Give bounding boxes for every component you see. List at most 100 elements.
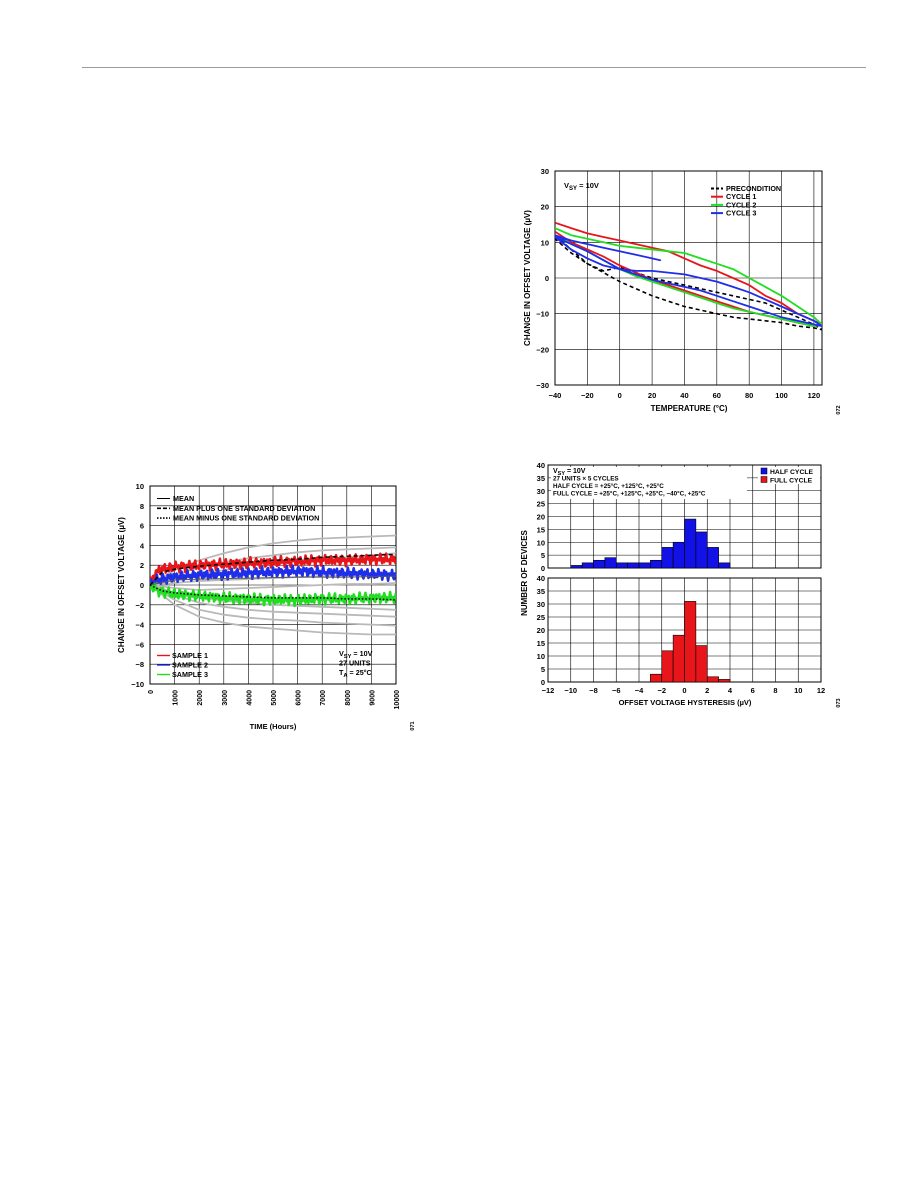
long-term-drift-chart: 0 1000 2000 3000 4000 5000 6000 7000 8000 9000 100… [117, 482, 416, 731]
drift-annotation: TA = 25°C [339, 668, 372, 679]
hist-bar-full-cycle [650, 673, 663, 683]
hist-bar-half-cycle [570, 565, 583, 569]
hist-x-tick-label: 10 [794, 686, 802, 695]
temp-y-axis-label: CHANGE IN OFFSET VOLTAGE (µV) [523, 210, 532, 346]
temp-x-tick-label: 0 [618, 391, 622, 400]
drift-x-tick-label: 2000 [197, 690, 204, 706]
drift-series-line-mean [150, 575, 396, 586]
drift-legend-label: MEAN MINUS ONE STANDARD DEVIATION [173, 514, 319, 523]
drift-legend-label: SAMPLE 3 [172, 670, 208, 679]
temp-figure-id: 072 [836, 405, 842, 414]
drift-y-axis-label: CHANGE IN OFFSET VOLTAGE (µV) [117, 517, 126, 653]
drift-y-tick-label: −10 [131, 680, 144, 689]
hist-annotation: 27 UNITS × 5 CYCLES [553, 476, 619, 483]
hist-y-tick-label: 25 [537, 500, 545, 509]
hist-x-tick-label: 2 [705, 686, 709, 695]
hist-x-tick-label: −4 [635, 686, 644, 695]
hist-x-tick-label: 6 [751, 686, 755, 695]
hist-y-tick-label: 5 [541, 665, 545, 674]
temp-x-tick-label: −20 [581, 391, 594, 400]
hist-x-tick-label: −8 [589, 686, 598, 695]
drift-y-tick-label: 4 [140, 541, 145, 550]
temp-y-tick-label: 20 [541, 203, 549, 212]
drift-legend-label: SAMPLE 2 [172, 661, 208, 670]
hist-x-axis-label: OFFSET VOLTAGE HYSTERESIS (µV) [619, 698, 752, 707]
temp-x-tick-label: 100 [775, 391, 788, 400]
hist-bar-half-cycle [661, 547, 674, 569]
temp-legend-label: CYCLE 1 [726, 192, 756, 201]
drift-series-line-sample-2 [150, 564, 396, 589]
drift-x-tick-label: 8000 [345, 690, 352, 706]
temp-series-group [555, 221, 822, 331]
hist-x-tick-label: 8 [773, 686, 777, 695]
temp-series-line-cycle-2 [555, 227, 822, 327]
drift-background-trace [150, 582, 396, 591]
drift-annotation: VSY = 10V [339, 649, 373, 660]
drift-series-line-mean-minus-one-standard-deviation [150, 584, 396, 601]
hist-bar-full-cycle [706, 676, 719, 683]
drift-x-tick-label: 0 [148, 690, 155, 694]
hist-annotation-bg [551, 467, 747, 499]
drift-y-tick-label: −6 [135, 640, 144, 649]
drift-series-line-sample-1 [150, 552, 396, 586]
temp-annotation: VSY = 10V [564, 181, 599, 192]
hist-y-tick-label: 15 [537, 525, 545, 534]
hist-legend-swatch [760, 467, 768, 475]
temp-series-line-cycle-3 [555, 234, 822, 327]
drift-x-tick-label: 7000 [320, 690, 327, 706]
hist-annotation: VSY = 10V [553, 468, 586, 477]
hist-y-tick-label: 5 [541, 551, 545, 560]
hist-bar-half-cycle [650, 559, 663, 569]
drift-y-tick-label: −2 [135, 601, 144, 610]
drift-y-tick-label: 8 [140, 502, 144, 511]
hist-bar-half-cycle [672, 541, 685, 569]
drift-y-tick-label: 2 [140, 561, 144, 570]
temp-y-tick-label: −20 [536, 345, 549, 354]
hist-bar-half-cycle [627, 562, 640, 569]
drift-y-tick-label: 0 [140, 581, 144, 590]
hist-bar-half-cycle [593, 559, 606, 569]
drift-y-tick-label: 10 [136, 482, 144, 491]
drift-x-tick-label: 5000 [271, 690, 278, 706]
drift-legend-label: SAMPLE 1 [172, 651, 208, 660]
hist-bar-half-cycle [615, 562, 628, 569]
hist-bar-half-cycle [706, 547, 719, 569]
hist-y-tick-label: 35 [537, 587, 545, 596]
drift-y-tick-label: −4 [135, 621, 144, 630]
hist-y-tick-label: 10 [537, 652, 545, 661]
hist-legend-label: FULL CYCLE [770, 478, 813, 485]
hist-y-tick-label: 30 [537, 487, 545, 496]
hist-legend-swatch [760, 476, 768, 483]
hist-legend-bg [758, 467, 820, 484]
hist-y-tick-label: 30 [537, 600, 545, 609]
hist-y-tick-label: 40 [537, 461, 545, 470]
temp-frame [554, 170, 823, 386]
temp-hysteresis-chart: −40 −20 0 20 40 60 80 100 1203020100−10−20−30TEM… [523, 167, 842, 415]
hist-y-tick-label: 40 [537, 574, 545, 583]
drift-legend-label: MEAN [173, 494, 194, 503]
hist-bar-half-cycle [695, 531, 708, 569]
header-rule [82, 67, 866, 68]
temp-y-tick-label: −30 [536, 381, 549, 390]
hist-bar-half-cycle [604, 557, 617, 569]
hist-y-tick-label: 0 [541, 564, 545, 573]
hist-bar-full-cycle [718, 679, 731, 683]
hist-x-tick-label: −2 [657, 686, 666, 695]
temp-x-axis-label: TEMPERATURE (°C) [651, 404, 728, 413]
temp-x-tick-label: 40 [680, 391, 688, 400]
temp-x-tick-label: −40 [549, 391, 562, 400]
hist-legend-label: HALF CYCLE [770, 469, 814, 476]
hist-bar-full-cycle [695, 645, 708, 683]
temp-x-tick-label: 60 [713, 391, 721, 400]
drift-figure-id: 071 [410, 721, 416, 730]
temp-y-tick-label: 0 [545, 274, 549, 283]
temp-x-tick-label: 20 [648, 391, 656, 400]
hist-y-tick-label: 0 [541, 678, 545, 687]
drift-x-tick-label: 3000 [222, 690, 229, 706]
hist-y-tick-label: 15 [537, 639, 545, 648]
hist-bar-full-cycle [672, 634, 685, 683]
drift-x-tick-label: 9000 [369, 690, 376, 706]
drift-x-tick-label: 6000 [296, 690, 303, 706]
hist-y-tick-label: 20 [537, 626, 545, 635]
